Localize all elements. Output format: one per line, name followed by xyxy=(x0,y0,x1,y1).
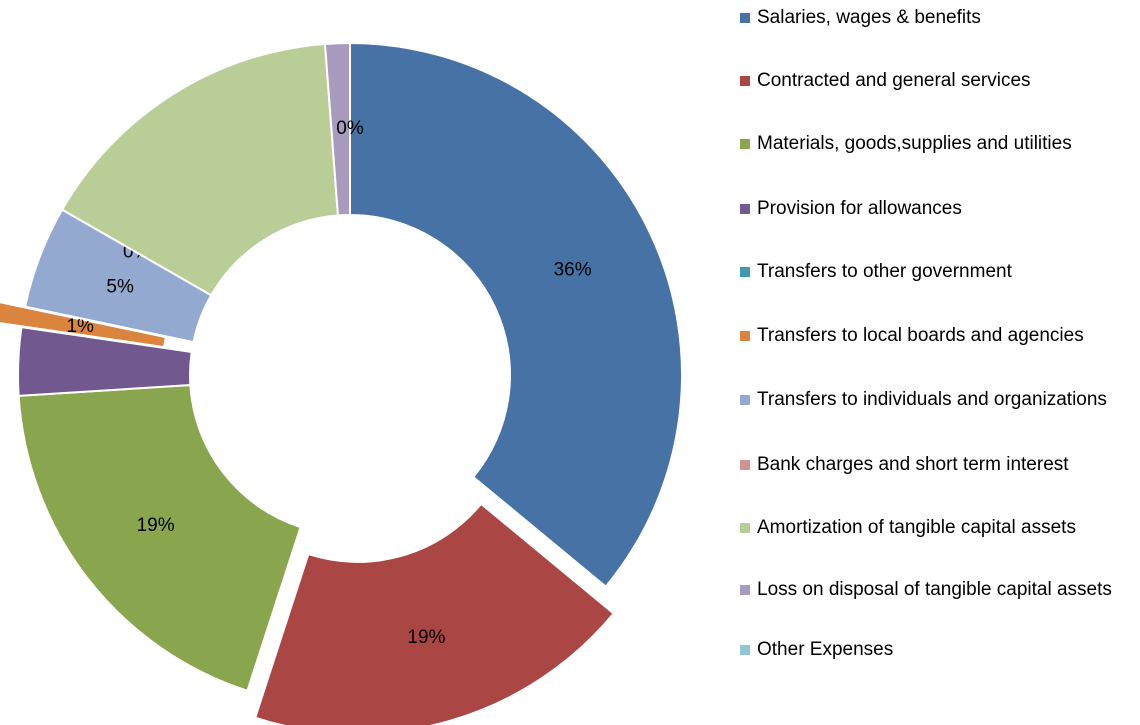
legend-swatch xyxy=(740,204,750,214)
legend-label: Bank charges and short term interest xyxy=(757,454,1069,475)
legend-item: Transfers to individuals and organizatio… xyxy=(740,384,1135,416)
legend-swatch xyxy=(740,395,750,405)
data-label: 19% xyxy=(137,515,175,536)
legend-label: Transfers to local boards and agencies xyxy=(757,325,1084,346)
legend-label: Loss on disposal of tangible capital ass… xyxy=(757,579,1112,600)
legend-swatch xyxy=(740,460,750,470)
legend-swatch xyxy=(740,139,750,149)
legend-swatch xyxy=(740,585,750,595)
legend-label: Materials, goods,supplies and utilities xyxy=(757,133,1072,154)
slice xyxy=(60,42,340,297)
data-label: 0% xyxy=(336,118,364,139)
legend-label: Transfers to individuals and organizatio… xyxy=(757,389,1107,410)
legend-item: Bank charges and short term interest xyxy=(740,449,1135,481)
legend-label: Amortization of tangible capital assets xyxy=(757,517,1076,538)
legend-swatch xyxy=(740,76,750,86)
legend-item: Provision for allowances xyxy=(740,193,1135,225)
data-label: 1% xyxy=(66,316,94,337)
legend-label: Salaries, wages & benefits xyxy=(757,7,981,28)
slice xyxy=(323,41,351,217)
legend-item: Loss on disposal of tangible capital ass… xyxy=(740,574,1135,606)
legend-label: Other Expenses xyxy=(757,639,894,660)
legend-label: Transfers to other government xyxy=(757,261,1012,282)
legend-label: Contracted and general services xyxy=(757,70,1031,91)
legend-item: Amortization of tangible capital assets xyxy=(740,512,1135,544)
slice xyxy=(17,383,302,693)
slice xyxy=(349,41,683,589)
data-label: 19% xyxy=(407,627,445,648)
legend-swatch xyxy=(740,523,750,533)
legend-swatch xyxy=(740,267,750,277)
slice xyxy=(253,502,616,725)
legend-item: Transfers to other government xyxy=(740,256,1135,288)
legend-label: Provision for allowances xyxy=(757,198,962,219)
data-label: 36% xyxy=(554,259,592,280)
legend-swatch xyxy=(740,13,750,23)
legend-item: Other Expenses xyxy=(740,634,1135,666)
legend-item: Transfers to local boards and agencies xyxy=(740,320,1135,352)
legend-item: Materials, goods,supplies and utilities xyxy=(740,128,1135,160)
legend-swatch xyxy=(740,331,750,341)
legend-item: Contracted and general services xyxy=(740,65,1135,97)
donut-chart: 36%19%19%1%5%0%0% xyxy=(0,41,683,725)
legend-item: Salaries, wages & benefits xyxy=(740,2,1135,34)
data-label: 5% xyxy=(106,276,134,297)
legend-swatch xyxy=(740,645,750,655)
